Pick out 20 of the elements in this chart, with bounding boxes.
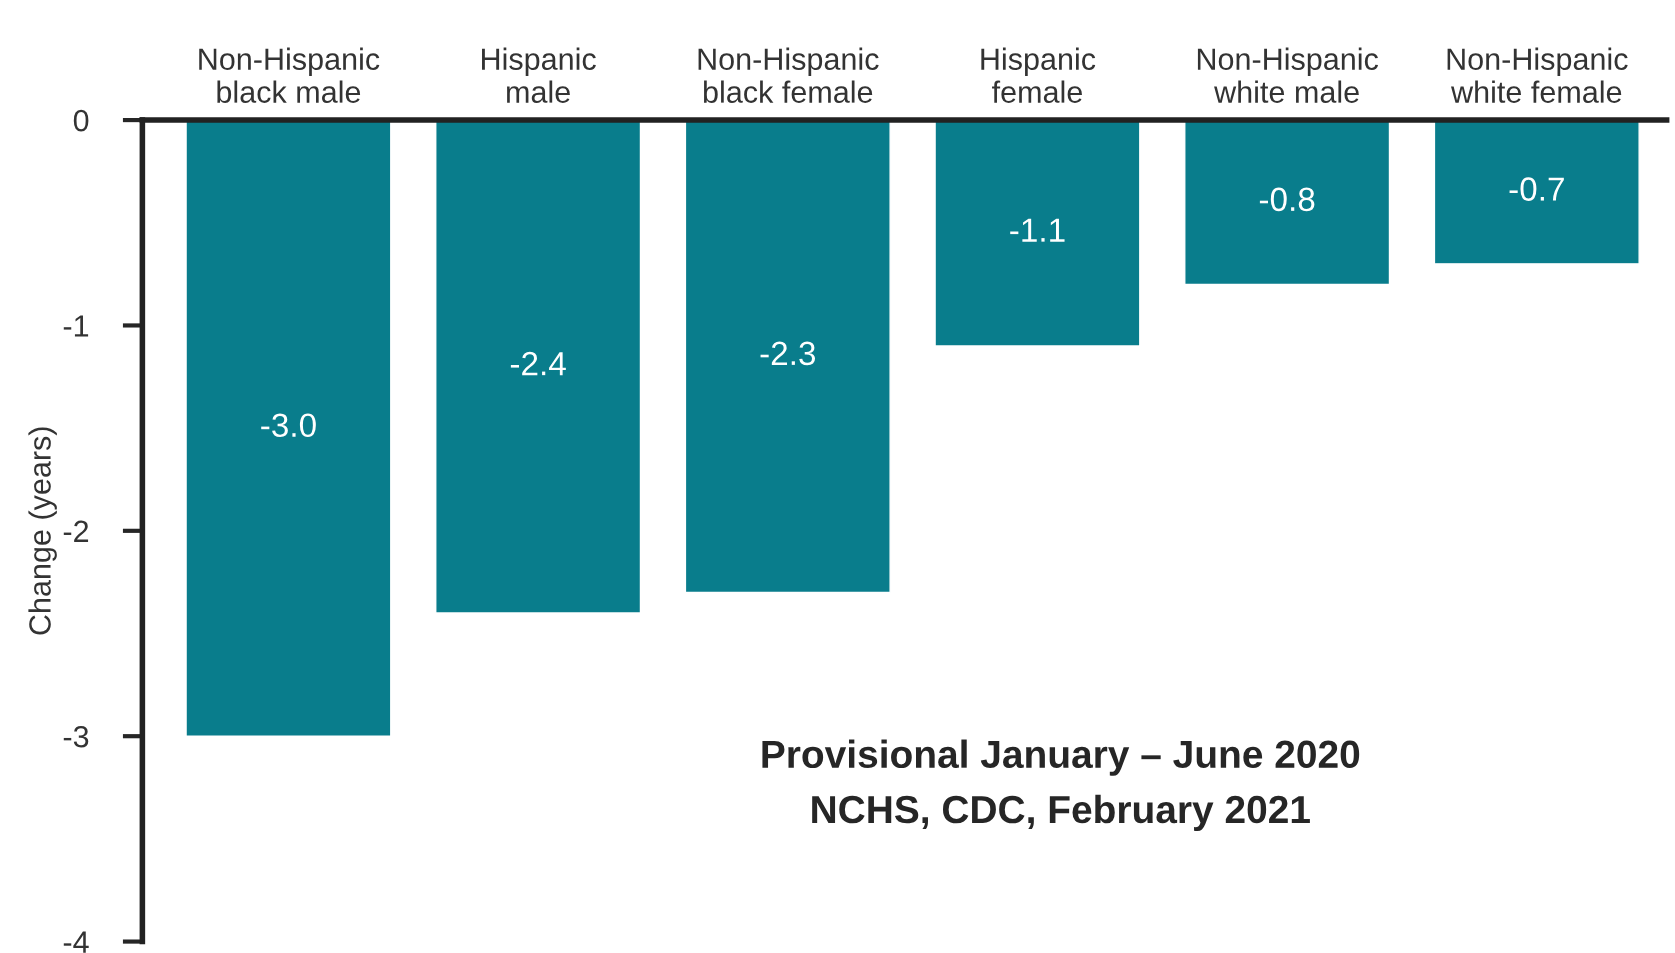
y-axis-title: Change (years) [28, 427, 57, 635]
x-tick-label: Non-Hispanic white female [1447, 47, 1628, 103]
annotation: Provisional January – June 2020 [762, 739, 1360, 776]
data-label: -3.0 [261, 413, 316, 438]
annotation: NCHS, CDC, February 2021 [812, 794, 1310, 832]
data-label: -0.7 [1509, 177, 1564, 201]
y-tick-label: -2 [63, 520, 89, 542]
y-tick-label: -1 [63, 315, 89, 337]
x-tick-label: Hispanic female [981, 47, 1096, 103]
x-tick-label: Hispanic male [482, 47, 596, 103]
x-tick-label: Non-Hispanic black female [698, 47, 879, 103]
x-tick-label: Non-Hispanic black male [199, 47, 380, 103]
y-tick-label: -3 [63, 725, 89, 748]
data-label: -0.8 [1259, 187, 1315, 212]
y-tick-label: -4 [63, 931, 89, 953]
data-label: -2.3 [760, 341, 816, 366]
y-tick-label: 0 [73, 109, 89, 132]
data-label: -2.4 [510, 351, 566, 376]
x-tick-label: Non-Hispanic white male [1197, 47, 1379, 103]
data-label: -1.1 [1010, 218, 1065, 242]
